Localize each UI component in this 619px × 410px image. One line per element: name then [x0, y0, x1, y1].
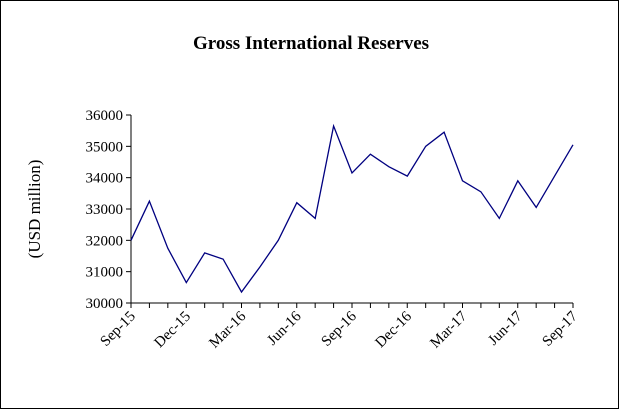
chart-title: Gross International Reserves — [193, 33, 429, 54]
y-tick-label: 32000 — [86, 233, 124, 249]
y-tick-label: 36000 — [86, 108, 124, 124]
x-tick-label: Sep-16 — [318, 308, 360, 350]
x-tick-label: Dec-16 — [373, 308, 416, 351]
y-axis-title: (USD million) — [25, 160, 44, 259]
series-line-gross-reserves — [130, 123, 574, 294]
y-tick-label: 35000 — [86, 139, 124, 155]
x-tick-label: Mar-17 — [427, 308, 470, 351]
x-tick-label: Sep-17 — [539, 308, 581, 350]
x-tick-label: Dec-15 — [152, 309, 195, 352]
y-tick-label: 31000 — [86, 265, 124, 281]
x-axis-ticks: Sep-15 Dec-15 Mar-16 Jun-16 Sep-16 Dec-16 Mar-… — [97, 303, 581, 351]
y-tick-label: 33000 — [86, 202, 124, 218]
x-tick-label: Mar-16 — [206, 308, 249, 351]
x-tick-label: Jun-16 — [264, 308, 305, 349]
y-tick-label: 34000 — [86, 171, 124, 187]
y-axis-ticks: 30000 31000 32000 33000 34000 35000 36000 — [86, 108, 131, 312]
x-tick-label: Sep-15 — [97, 309, 138, 350]
x-tick-label: Jun-17 — [485, 308, 526, 349]
y-tick-label: 30000 — [86, 296, 124, 312]
